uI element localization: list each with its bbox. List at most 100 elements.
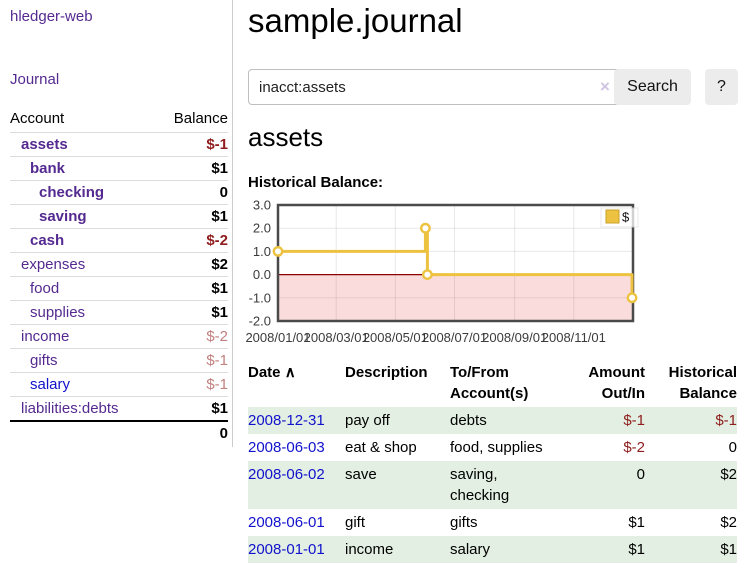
- account-link-bank[interactable]: bank: [30, 160, 66, 177]
- search-input[interactable]: [248, 69, 624, 105]
- account-row: supplies $1: [10, 300, 228, 325]
- chart-title: Historical Balance:: [248, 174, 384, 191]
- account-row: bank $1: [10, 156, 228, 181]
- transaction-accounts: saving, checking: [450, 466, 510, 504]
- transaction-amount: $-2: [623, 439, 645, 456]
- register-table-wrap: Date ∧ Description To/From Account(s) Am…: [248, 358, 737, 563]
- svg-text:2008/09/01: 2008/09/01: [482, 330, 547, 345]
- column-header-balance: Historical Balance: [668, 364, 737, 402]
- account-balance: $1: [155, 396, 228, 422]
- account-link-income[interactable]: income: [21, 328, 70, 345]
- account-link-saving[interactable]: saving: [39, 208, 87, 225]
- svg-text:2008/05/01: 2008/05/01: [363, 330, 428, 345]
- svg-text:2008/01/01: 2008/01/01: [245, 330, 310, 345]
- svg-text:3.0: 3.0: [253, 199, 271, 213]
- accounts-total-value: 0: [219, 425, 228, 442]
- svg-text:2008/03/01: 2008/03/01: [304, 330, 369, 345]
- account-row: gifts $-1: [10, 348, 228, 373]
- transaction-balance: $-1: [715, 412, 737, 429]
- accounts-header-balance: Balance: [173, 110, 228, 127]
- transaction-description: eat & shop: [345, 439, 417, 456]
- account-balance: $1: [155, 156, 228, 181]
- account-link-supplies[interactable]: supplies: [30, 304, 86, 321]
- account-row: food $1: [10, 276, 228, 301]
- svg-text:2.0: 2.0: [253, 221, 271, 236]
- transaction-date-link[interactable]: 2008-12-31: [248, 412, 325, 429]
- account-balance: $1: [155, 204, 228, 229]
- transaction-amount: 0: [636, 466, 645, 483]
- table-row: 2008-06-03 eat & shop food, supplies $-2 0: [248, 434, 737, 461]
- transaction-date-link[interactable]: 2008-06-02: [248, 466, 325, 483]
- transaction-accounts: gifts: [450, 514, 478, 531]
- account-link-assets[interactable]: assets: [21, 136, 68, 153]
- transaction-date-link[interactable]: 2008-06-03: [248, 439, 325, 456]
- sidebar-item-journal[interactable]: Journal: [10, 71, 60, 88]
- svg-text:-1.0: -1.0: [249, 290, 271, 305]
- transaction-amount: $1: [628, 541, 645, 558]
- account-link-expenses[interactable]: expenses: [21, 256, 86, 273]
- transaction-amount: $-1: [623, 412, 645, 429]
- register-table: Date ∧ Description To/From Account(s) Am…: [248, 358, 737, 563]
- page-title: sample.journal: [248, 2, 463, 39]
- transaction-description: pay off: [345, 412, 390, 429]
- transaction-date-link[interactable]: 2008-06-01: [248, 514, 325, 531]
- account-balance: $-1: [155, 372, 228, 397]
- account-link-cash[interactable]: cash: [30, 232, 65, 249]
- accounts-table: Account Balance assets $-1 bank $1 checking 0…: [10, 106, 228, 445]
- column-header-description: Description: [345, 364, 428, 381]
- chart-canvas: 3.0 2.0 1.0 0.0 -1.0 -2.02008/01/012008/03/01…: [245, 199, 639, 345]
- account-balance: $1: [155, 300, 228, 325]
- column-header-amount: Amount Out/In: [588, 364, 645, 402]
- transaction-accounts: debts: [450, 412, 487, 429]
- account-balance: $-1: [155, 348, 228, 373]
- column-header-date[interactable]: Date ∧: [248, 364, 296, 381]
- sort-ascending-icon: ∧: [284, 364, 296, 381]
- transaction-accounts: food, supplies: [450, 439, 543, 456]
- account-balance: $-1: [155, 132, 228, 157]
- help-button[interactable]: ?: [705, 69, 738, 105]
- sidebar: hledger-web Journal Account Balance asse…: [0, 0, 233, 447]
- account-link-salary[interactable]: salary: [30, 376, 71, 393]
- account-link-liabilities-debts[interactable]: liabilities:debts: [21, 400, 119, 417]
- account-balance: $1: [155, 276, 228, 301]
- transaction-amount: $1: [628, 514, 645, 531]
- account-row: cash $-2: [10, 228, 228, 253]
- table-row: 2008-12-31 pay off debts $-1 $-1: [248, 407, 737, 434]
- svg-text:1.0: 1.0: [253, 244, 271, 259]
- accounts-total-row: 0: [10, 421, 228, 445]
- app-brand-link[interactable]: hledger-web: [10, 8, 93, 25]
- account-section-title: assets: [248, 122, 324, 152]
- account-row: checking 0: [10, 180, 228, 205]
- account-balance: 0: [155, 180, 228, 205]
- transaction-description: save: [345, 466, 377, 483]
- account-link-food[interactable]: food: [30, 280, 60, 297]
- account-link-checking[interactable]: checking: [39, 184, 105, 201]
- search-button[interactable]: Search: [614, 69, 691, 105]
- account-balance: $-2: [155, 324, 228, 349]
- historical-balance-chart: 3.0 2.0 1.0 0.0 -1.0 -2.0 2008/01/01 2008/03/01…: [240, 199, 642, 351]
- svg-text:0.0: 0.0: [253, 267, 271, 282]
- account-row: salary $-1: [10, 372, 228, 397]
- column-header-accounts: To/From Account(s): [450, 364, 529, 402]
- transaction-description: income: [345, 541, 394, 558]
- transaction-date-link[interactable]: 2008-01-01: [248, 541, 325, 558]
- account-balance: $-2: [155, 228, 228, 253]
- account-link-gifts[interactable]: gifts: [30, 352, 58, 369]
- transaction-balance: $2: [720, 514, 737, 531]
- clear-search-icon[interactable]: ×: [600, 77, 610, 96]
- table-row: 2008-01-01 income salary $1 $1: [248, 536, 737, 563]
- search-bar: × Search ?: [248, 69, 738, 105]
- transaction-balance: $2: [720, 466, 737, 483]
- table-row: 2008-06-01 gift gifts $1 $2: [248, 509, 737, 536]
- svg-text:2008/07/01: 2008/07/01: [422, 330, 487, 345]
- transaction-description: gift: [345, 514, 366, 531]
- account-row: liabilities:debts $1: [10, 396, 228, 422]
- svg-text:$: $: [622, 210, 630, 225]
- transaction-balance: $1: [720, 541, 737, 558]
- account-row: expenses $2: [10, 252, 228, 277]
- accounts-header-account: Account: [10, 110, 65, 127]
- account-balance: $2: [155, 252, 228, 277]
- account-row: income $-2: [10, 324, 228, 349]
- table-row: 2008-06-02 save saving, checking 0 $2: [248, 461, 737, 509]
